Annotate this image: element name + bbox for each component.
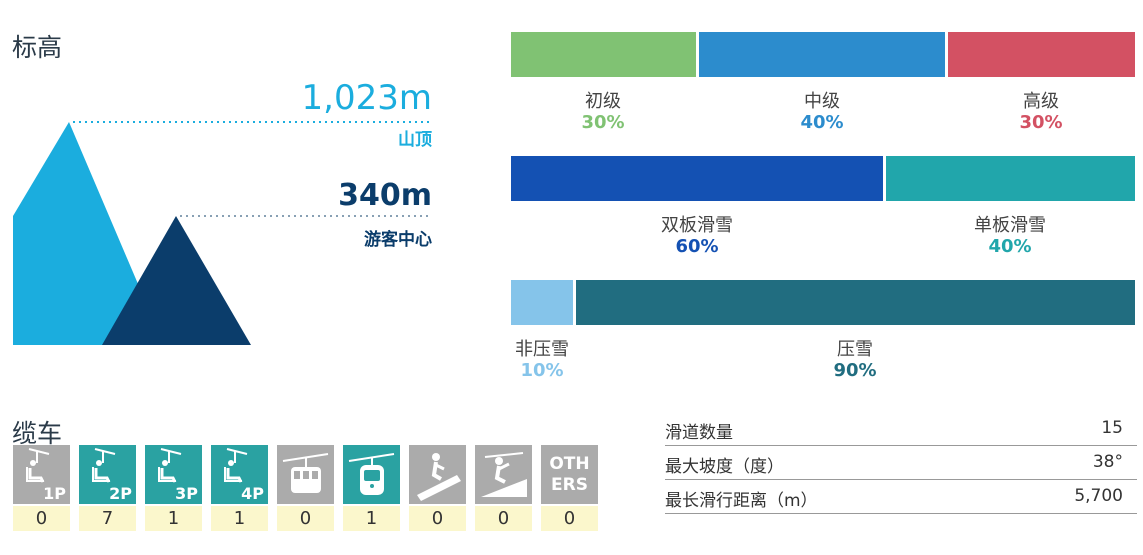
- lift-count: 1: [145, 506, 202, 531]
- base-elevation: 340m: [338, 178, 432, 213]
- lift-count: 1: [343, 506, 400, 531]
- difficulty-bar-advanced: [948, 32, 1135, 77]
- terrain-bar-snowboard: [886, 156, 1135, 201]
- lift-magic-carpet: 0: [409, 445, 466, 531]
- gondola-icon: [343, 445, 400, 504]
- terrain-percent-ski: 60%: [675, 236, 719, 257]
- terrain-label-ski: 双板滑雪: [661, 215, 733, 236]
- difficulty-percent-intermediate: 40%: [800, 112, 844, 133]
- lift-count: 0: [277, 506, 334, 531]
- difficulty-bar-intermediate: [699, 32, 945, 77]
- stat-label: 最大坡度（度）: [665, 457, 784, 477]
- lift-gondola: 1: [343, 445, 400, 531]
- stat-value: 38°: [1092, 452, 1123, 472]
- terrain-bar-ski: [511, 156, 883, 201]
- grooming-label-ungroomed: 非压雪: [515, 339, 569, 360]
- difficulty-label-intermediate: 中级: [804, 91, 840, 112]
- grooming-label-groomed: 压雪: [837, 339, 873, 360]
- stat-value: 5,700: [1074, 486, 1123, 506]
- lift-count: 0: [475, 506, 532, 531]
- stat-label: 最长滑行距离（m）: [665, 491, 818, 511]
- summit-elevation: 1,023m: [301, 78, 432, 118]
- summit-label: 山顶: [398, 130, 432, 150]
- lift-4p: 4P 1: [211, 445, 268, 531]
- difficulty-bar-beginner: [511, 32, 696, 77]
- summit-mountain: [13, 122, 164, 345]
- lift-count: 0: [13, 506, 70, 531]
- stat-label: 滑道数量: [665, 423, 733, 443]
- ropeway-icon: [277, 445, 334, 504]
- magic-carpet-icon: [409, 445, 466, 504]
- mountain-illustration: [13, 121, 432, 345]
- lift-count: 1: [211, 506, 268, 531]
- surface-lift-icon: [475, 445, 532, 504]
- lift-count: 7: [79, 506, 136, 531]
- base-label: 游客中心: [364, 230, 432, 250]
- grooming-percent-ungroomed: 10%: [520, 360, 564, 381]
- lift-1p: 1P 0: [13, 445, 70, 531]
- grooming-bar-ungroomed: [511, 280, 573, 325]
- lift-count: 0: [541, 506, 598, 531]
- lift-others: OTH ERS 0: [541, 445, 598, 531]
- chairlift-1p-icon: 1P: [13, 445, 70, 504]
- stat-row-longest-run: 最长滑行距离（m） 5,700: [665, 480, 1137, 514]
- chairlift-2p-icon: 2P: [79, 445, 136, 504]
- lift-3p: 3P 1: [145, 445, 202, 531]
- terrain-percent-snowboard: 40%: [988, 236, 1032, 257]
- grooming-percent-groomed: 90%: [833, 360, 877, 381]
- chairlift-3p-icon: 3P: [145, 445, 202, 504]
- difficulty-label-beginner: 初级: [585, 91, 621, 112]
- chairlift-4p-icon: 4P: [211, 445, 268, 504]
- terrain-label-snowboard: 单板滑雪: [974, 215, 1046, 236]
- difficulty-percent-beginner: 30%: [581, 112, 625, 133]
- difficulty-label-advanced: 高级: [1023, 91, 1059, 112]
- difficulty-percent-advanced: 30%: [1019, 112, 1063, 133]
- lift-2p: 2P 7: [79, 445, 136, 531]
- others-icon: OTH ERS: [541, 445, 598, 504]
- lift-ropeway: 0: [277, 445, 334, 531]
- stat-value: 15: [1101, 418, 1123, 438]
- grooming-bar-groomed: [576, 280, 1135, 325]
- stat-row-max-slope: 最大坡度（度） 38°: [665, 446, 1137, 480]
- elevation-title: 标高: [12, 33, 63, 62]
- base-mountain: [102, 216, 251, 345]
- lifts-title: 缆车: [12, 419, 63, 448]
- stat-row-trails: 滑道数量 15: [665, 412, 1137, 446]
- lift-surface: 0: [475, 445, 532, 531]
- lift-count: 0: [409, 506, 466, 531]
